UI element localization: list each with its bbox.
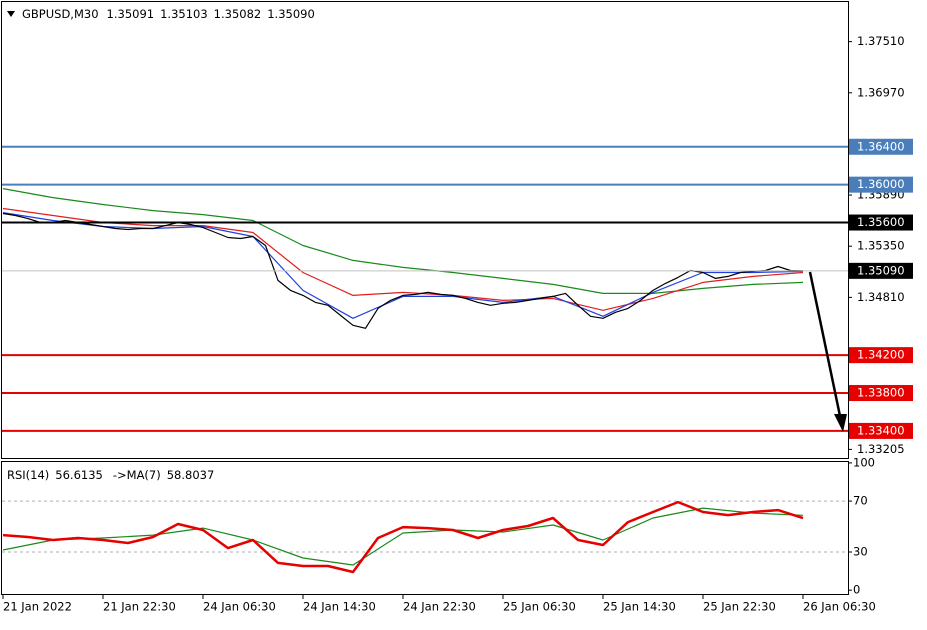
price-label: 1.33400 — [857, 423, 905, 437]
quote: 1.35103 — [160, 7, 208, 21]
projection-arrow — [808, 271, 842, 417]
x-tick-label: 21 Jan 22:30 — [103, 600, 176, 614]
ma-value: 58.8037 — [167, 468, 215, 482]
x-tick-label: 25 Jan 14:30 — [603, 600, 676, 614]
price-label: 1.35090 — [857, 263, 905, 277]
y-tick-label: 1.34810 — [857, 290, 905, 304]
x-tick-label: 21 Jan 2022 — [3, 600, 72, 614]
y-tick-label: 1.37510 — [857, 34, 905, 48]
series-line — [2, 212, 804, 319]
price-label-box — [849, 176, 913, 193]
price-label-box — [849, 138, 913, 155]
price-label-box — [849, 262, 913, 279]
series-line — [2, 500, 804, 574]
price-label: 1.35600 — [857, 215, 905, 229]
price-label-box — [849, 385, 913, 402]
price-label: 1.33800 — [857, 386, 905, 400]
price-label: 1.36000 — [857, 177, 905, 191]
price-label-box — [849, 347, 913, 364]
quote: 1.35091 — [107, 7, 155, 21]
rsi-value: 56.6135 — [55, 468, 103, 482]
series-line — [2, 207, 804, 311]
ma-name: ->MA(7) — [113, 468, 161, 482]
quote: 1.35090 — [267, 7, 315, 21]
y-tick-label: 30 — [853, 545, 868, 559]
x-tick-label: 24 Jan 14:30 — [303, 600, 376, 614]
price-label: 1.34200 — [857, 348, 905, 362]
x-tick-label: 24 Jan 06:30 — [203, 600, 276, 614]
y-tick-label: 100 — [853, 455, 875, 469]
marks: 1.375101.369701.358901.353501.348101.332… — [2, 34, 913, 614]
quote: 1.35082 — [214, 7, 262, 21]
x-tick-label: 25 Jan 06:30 — [503, 600, 576, 614]
x-tick-label: 25 Jan 22:30 — [703, 600, 776, 614]
price-panel — [1, 1, 849, 459]
series-line — [2, 507, 804, 566]
series-line — [2, 212, 804, 329]
arrow-head — [834, 414, 847, 432]
y-tick-label: 1.35350 — [857, 239, 905, 253]
series-line — [2, 188, 804, 294]
price-header: GBPUSD,M30 1.35091 1.35103 1.35082 1.35090 — [22, 7, 315, 21]
rsi-name: RSI(14) — [7, 468, 49, 482]
y-tick-label: 1.36970 — [857, 85, 905, 99]
price-label: 1.36400 — [857, 139, 905, 153]
y-tick-label: 0 — [853, 583, 860, 597]
price-label-box — [849, 214, 913, 231]
x-tick-label: 24 Jan 22:30 — [403, 600, 476, 614]
y-tick-label: 70 — [853, 494, 868, 508]
rsi-panel — [1, 461, 849, 595]
symbol: GBPUSD,M30 — [22, 7, 99, 21]
x-tick-label: 26 Jan 06:30 — [803, 600, 876, 614]
rsi-header: RSI(14) 56.6135 ->MA(7) 58.8037 — [7, 468, 214, 482]
price-label-box — [849, 422, 913, 439]
menu-triangle[interactable] — [7, 11, 15, 17]
y-tick-label: 1.33205 — [857, 442, 905, 456]
